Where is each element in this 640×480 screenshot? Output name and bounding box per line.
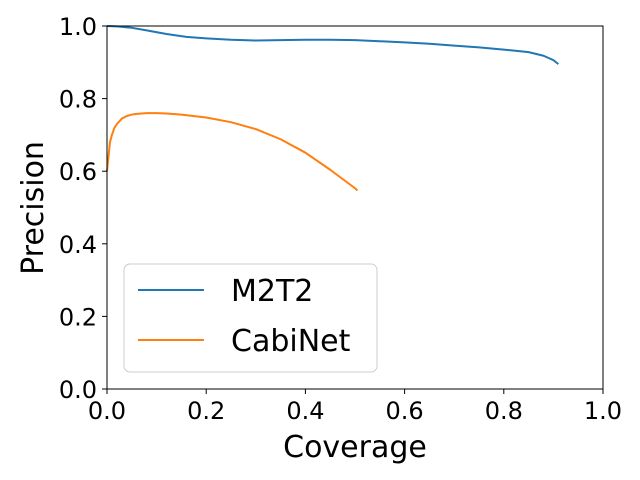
y-axis-label: Precision <box>16 141 51 275</box>
y-tick-label: 0.6 <box>59 158 97 186</box>
legend: M2T2 CabiNet <box>123 263 378 373</box>
x-tick-label: 0.6 <box>386 397 424 425</box>
x-tick-label: 0.4 <box>286 397 324 425</box>
x-tick-label: 1.0 <box>584 397 622 425</box>
y-tick-label: 1.0 <box>59 13 97 41</box>
y-tick-label: 0.2 <box>59 303 97 331</box>
legend-label-m2t2: M2T2 <box>231 274 313 309</box>
legend-label-cabinet: CabiNet <box>231 324 351 359</box>
y-tick-label: 0.0 <box>59 376 97 404</box>
series-line-m2t2 <box>106 25 559 65</box>
x-tick-label: 0.0 <box>88 397 126 425</box>
series-line-cabinet <box>106 112 359 192</box>
ticks: 0.0 0.2 0.4 0.6 0.8 1.0 0.0 0.2 0.4 0.6 0.8 1.0 <box>59 13 622 425</box>
x-tick-label: 0.8 <box>485 397 523 425</box>
plot-lines <box>106 25 559 192</box>
axes-frame <box>106 25 604 390</box>
y-tick-label: 0.4 <box>59 231 97 259</box>
x-axis-label: Coverage <box>283 430 427 465</box>
x-tick-label: 0.2 <box>187 397 225 425</box>
y-tick-label: 0.8 <box>59 86 97 114</box>
